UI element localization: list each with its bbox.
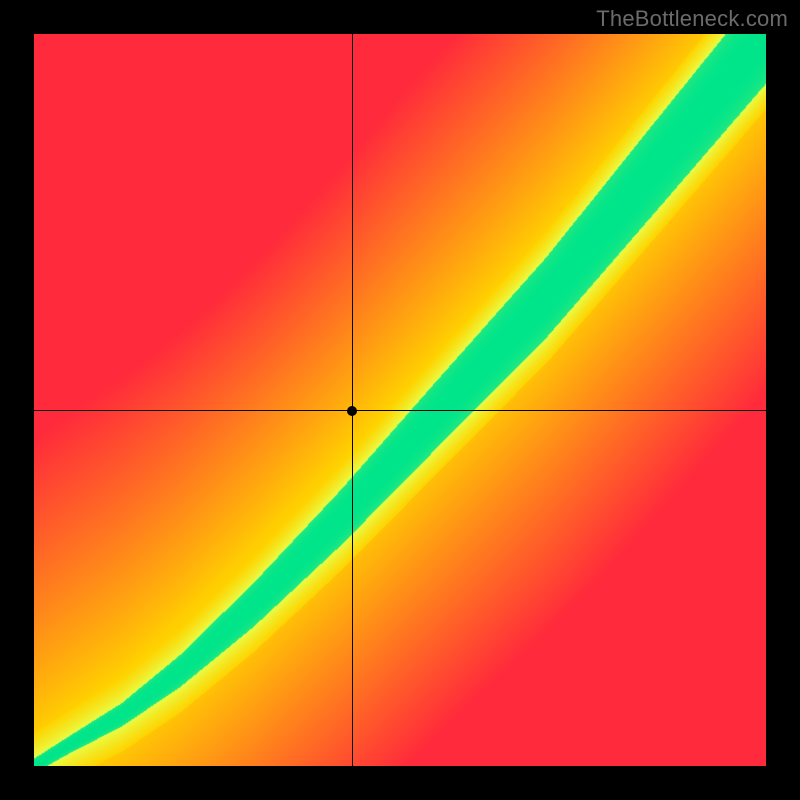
crosshair-horizontal (34, 410, 766, 411)
crosshair-vertical (352, 34, 353, 766)
heatmap-canvas (34, 34, 766, 766)
chart-container: TheBottleneck.com (0, 0, 800, 800)
plot-area (34, 34, 766, 766)
watermark-text: TheBottleneck.com (596, 6, 788, 32)
crosshair-marker (347, 406, 357, 416)
